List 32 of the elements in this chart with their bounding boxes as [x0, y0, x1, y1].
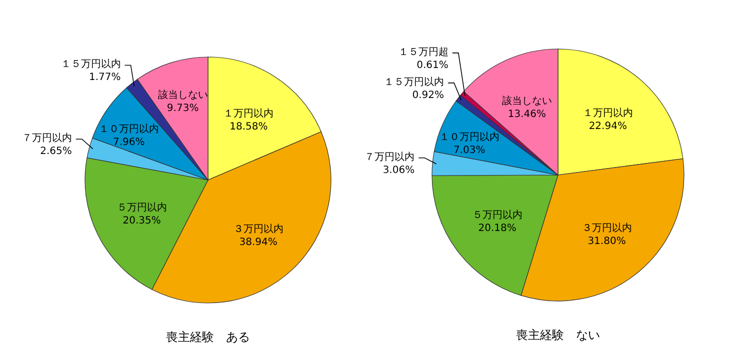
slice-label: １５万円以内 — [60, 58, 121, 70]
slice-label: ７万円以内 — [22, 132, 72, 144]
slice-label: １０万円以内 — [439, 130, 500, 143]
data-label: 7.96% — [112, 136, 145, 148]
slice-label: １５万円以内 — [384, 76, 444, 88]
data-label: 1.77% — [88, 72, 121, 84]
data-label: 38.94% — [239, 236, 278, 248]
slice-label: ３万円以内 — [582, 222, 632, 234]
slice-label: ５万円以内 — [472, 209, 522, 222]
data-label: 22.94% — [588, 121, 627, 132]
data-label: 20.18% — [478, 223, 516, 234]
text: 喪主経験 ない — [516, 328, 600, 342]
slice-label: ５万円以内 — [116, 202, 167, 214]
data-label: 31.80% — [588, 236, 626, 247]
data-label: 9.73% — [166, 103, 199, 114]
data-label: 20.35% — [122, 216, 161, 227]
slice-label: 該当しない — [158, 89, 208, 102]
slice-label: １万円以内 — [224, 107, 274, 120]
slice-label: １万円以内 — [582, 107, 633, 120]
slice-label: １０万円以内 — [98, 122, 159, 135]
data-label: 3.06% — [382, 164, 415, 176]
text: 喪主経験 ある — [166, 330, 250, 344]
slice-label: 該当しない — [502, 95, 552, 108]
data-label: 0.61% — [416, 60, 448, 71]
slice-label: １５万円超 — [398, 46, 448, 58]
slice-label: ７万円以内 — [364, 150, 415, 163]
data-label: 13.46% — [508, 109, 546, 120]
data-label: 7.03% — [453, 144, 486, 156]
data-label: 0.92% — [412, 90, 444, 101]
data-label: 2.65% — [40, 146, 72, 158]
slice-label: ３万円以内 — [233, 222, 284, 235]
data-label: 18.58% — [230, 121, 268, 132]
